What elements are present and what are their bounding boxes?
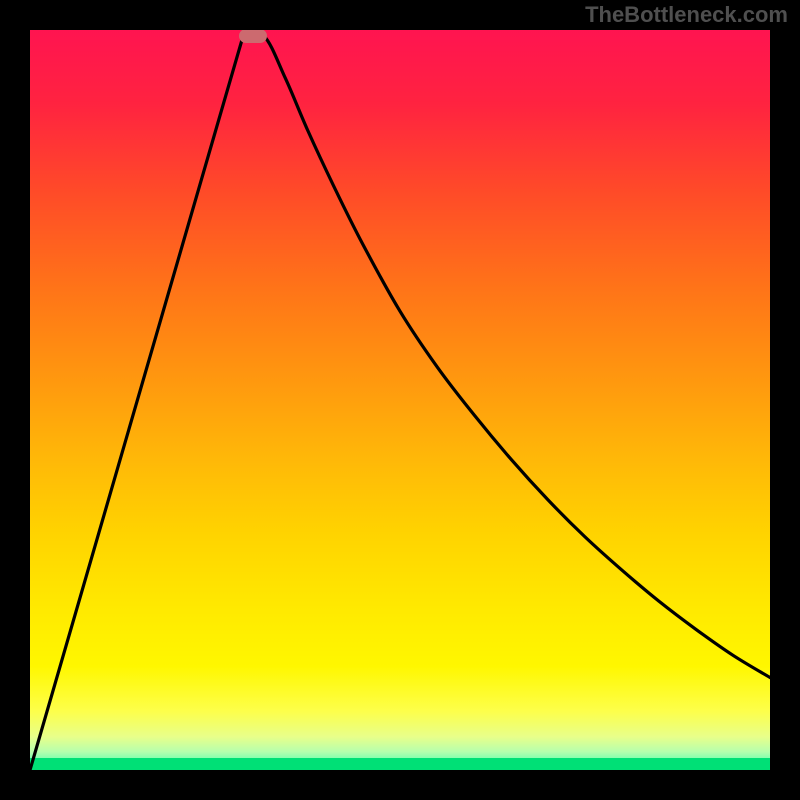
- plot-area: [30, 30, 770, 770]
- border-right: [770, 0, 800, 800]
- optimum-marker: [239, 30, 267, 43]
- border-left: [0, 0, 30, 800]
- curve-layer: [30, 30, 770, 770]
- bottleneck-curve: [30, 36, 770, 770]
- border-bottom: [0, 770, 800, 800]
- chart-container: TheBottleneck.com: [0, 0, 800, 800]
- watermark-text: TheBottleneck.com: [585, 2, 788, 28]
